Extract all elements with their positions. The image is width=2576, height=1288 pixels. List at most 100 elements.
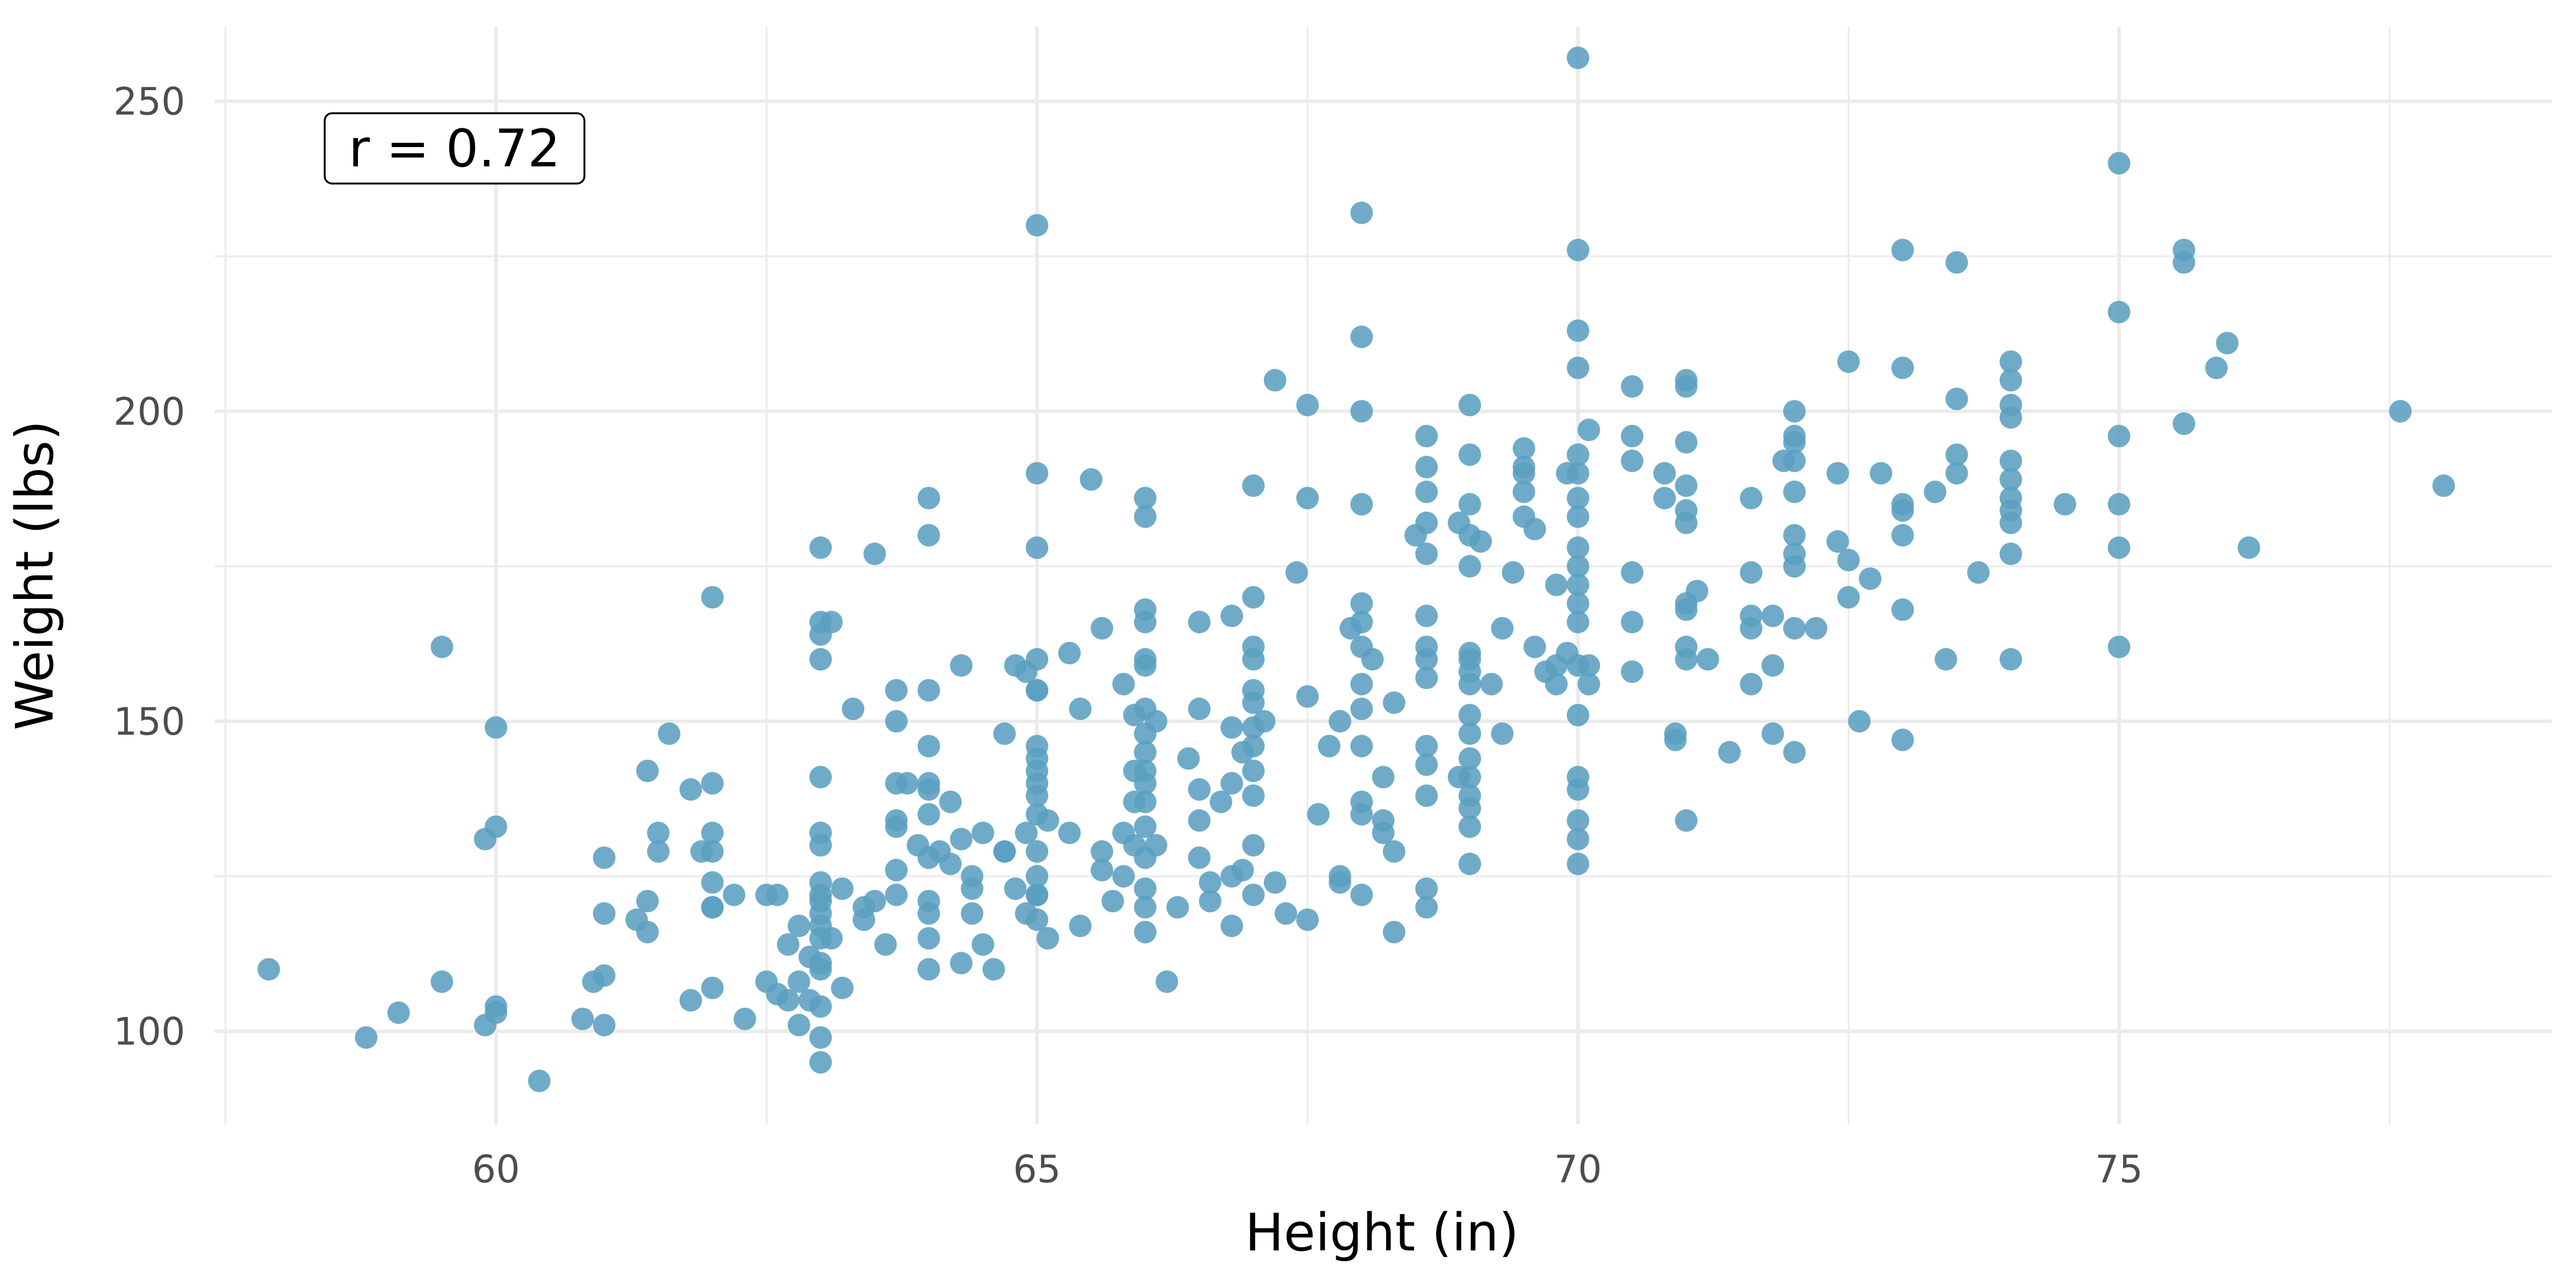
data-point <box>1026 784 1049 807</box>
data-point <box>1285 561 1308 584</box>
y-axis-title: Weight (lbs) <box>5 420 65 730</box>
data-point <box>701 821 724 844</box>
data-point <box>2107 301 2131 324</box>
data-point <box>874 933 897 956</box>
data-point <box>1848 710 1871 733</box>
data-point <box>647 821 670 844</box>
data-point <box>1891 238 1914 261</box>
data-point <box>1133 877 1157 900</box>
data-point <box>1372 765 1395 788</box>
annotation-text: r = 0.72 <box>349 119 561 179</box>
data-point <box>1210 791 1233 814</box>
data-point <box>2216 332 2239 355</box>
data-point <box>1567 46 1590 69</box>
data-point <box>1026 865 1049 888</box>
data-point <box>2205 356 2228 379</box>
data-point <box>1999 543 2022 566</box>
data-point <box>787 970 810 993</box>
data-point <box>1945 443 1968 466</box>
data-point <box>1761 604 1784 627</box>
data-point <box>1350 803 1373 826</box>
data-point <box>1458 796 1481 819</box>
data-point <box>592 964 616 987</box>
data-point <box>939 791 962 814</box>
data-point <box>1350 611 1373 634</box>
data-point <box>1491 722 1514 745</box>
correlation-annotation: r = 0.72 <box>324 112 586 185</box>
data-point <box>1026 462 1049 485</box>
data-point <box>1458 765 1481 788</box>
data-point <box>950 828 973 851</box>
data-point <box>1415 604 1438 627</box>
data-point <box>1058 641 1081 664</box>
data-point <box>1675 598 1698 621</box>
data-point <box>1480 672 1503 696</box>
data-point <box>2053 493 2076 516</box>
data-point <box>939 852 962 875</box>
data-point <box>1523 635 1546 658</box>
data-point <box>809 765 832 788</box>
data-point <box>1945 251 1968 274</box>
data-point <box>592 1014 616 1037</box>
data-point <box>1382 920 1406 943</box>
data-point <box>2389 400 2412 423</box>
data-point <box>820 927 843 950</box>
data-point <box>1545 672 1568 696</box>
data-point <box>2172 251 2196 274</box>
data-point <box>917 927 940 950</box>
data-point <box>1567 809 1590 832</box>
data-point <box>485 815 508 838</box>
data-point <box>1783 555 1806 578</box>
data-point <box>1275 902 1298 925</box>
data-point <box>1567 238 1590 261</box>
data-point <box>1837 548 1860 572</box>
data-point <box>1415 511 1438 535</box>
data-point <box>1296 487 1319 510</box>
data-point <box>1133 741 1157 764</box>
data-point <box>1567 704 1590 727</box>
x-tick-label: 65 <box>1013 1147 1061 1191</box>
x-tick-label: 70 <box>1554 1147 1602 1191</box>
data-point <box>1837 586 1860 609</box>
data-point <box>1242 648 1265 671</box>
data-point <box>1231 859 1254 882</box>
data-point <box>1891 499 1914 522</box>
data-point <box>701 840 724 863</box>
data-point <box>1621 425 1644 448</box>
data-point <box>1415 784 1438 807</box>
data-point <box>1415 648 1438 671</box>
data-point <box>1307 803 1330 826</box>
data-point <box>1567 592 1590 615</box>
data-point <box>1545 573 1568 596</box>
data-point <box>528 1070 551 1093</box>
data-point <box>1026 840 1049 863</box>
data-point <box>1198 890 1221 913</box>
data-point <box>809 648 832 671</box>
data-point <box>1415 456 1438 479</box>
data-point <box>809 1051 832 1074</box>
data-point <box>1242 834 1265 857</box>
data-point <box>961 877 984 900</box>
data-point <box>917 778 940 801</box>
x-tick-label: 60 <box>472 1147 520 1191</box>
data-point <box>1567 462 1590 485</box>
data-point <box>1133 815 1157 838</box>
data-point <box>1296 908 1319 931</box>
data-point <box>1523 517 1546 540</box>
data-point <box>592 846 616 869</box>
data-point <box>1188 846 1211 869</box>
data-point <box>1242 759 1265 782</box>
x-tick-label: 75 <box>2095 1147 2143 1191</box>
data-point <box>2237 536 2260 559</box>
data-point <box>2107 152 2131 175</box>
data-point <box>657 722 680 745</box>
data-point <box>1026 803 1049 826</box>
data-point <box>1133 505 1157 528</box>
data-point <box>1783 741 1806 764</box>
data-point <box>1220 604 1243 627</box>
data-point <box>1145 834 1168 857</box>
y-tick-label: 100 <box>113 1010 185 1054</box>
data-point <box>701 976 724 999</box>
data-point <box>1026 908 1049 931</box>
